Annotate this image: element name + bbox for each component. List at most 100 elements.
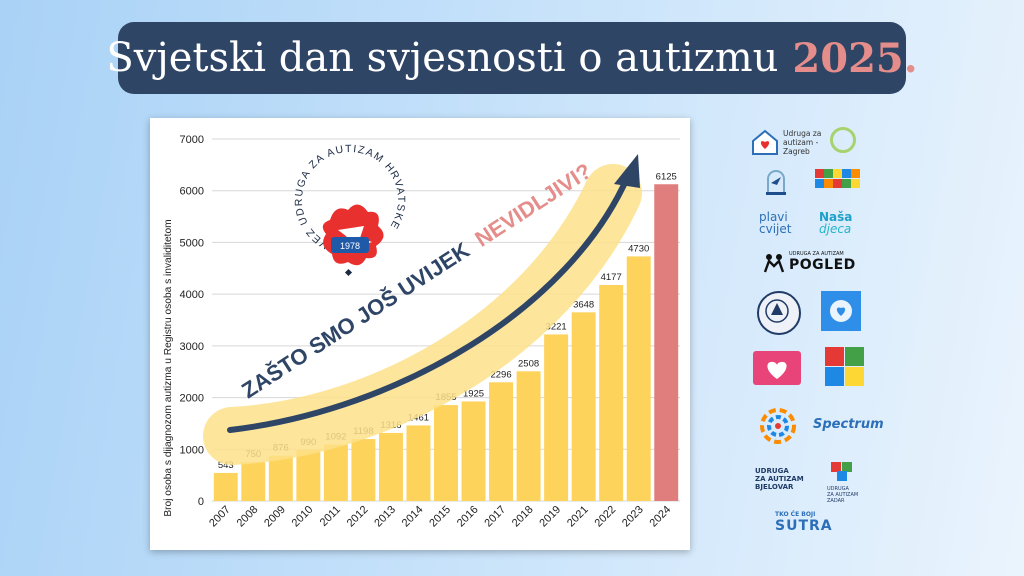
- y-tick-label: 2000: [180, 393, 204, 405]
- bjelovar-line-3: BJELOVAR: [755, 483, 794, 491]
- x-tick-label: 2011: [318, 504, 343, 529]
- bar-2010: [296, 449, 321, 501]
- nasa-djeca-logo: Naša djeca: [819, 211, 852, 235]
- bar-2022: [599, 284, 624, 501]
- zagreb-line-1: Udruga za: [783, 129, 822, 138]
- bjelovar-line-1: UDRUGA: [755, 467, 789, 475]
- bar-2016: [461, 401, 486, 501]
- diamond-icon: [344, 268, 353, 277]
- savez-logo: SAVEZ UDRUGA ZA AUTIZAM HRVATSKE 1978: [293, 143, 406, 277]
- x-tick-label: 2007: [207, 504, 233, 530]
- title-year: 2025.: [792, 34, 918, 82]
- zadar-line-2: ZA AUTIZAM ZADAR: [827, 492, 859, 504]
- arrow-head: [614, 154, 640, 188]
- value-label: 3648: [573, 299, 594, 310]
- spectrum-logo: Spectrum: [813, 417, 884, 432]
- zadar-puzzle-icon: [831, 462, 852, 481]
- value-label: 1925: [463, 388, 484, 399]
- value-label: 4177: [601, 272, 622, 283]
- pogled-small: UDRUGA ZA AUTIZAM: [789, 251, 844, 257]
- djeca-line: djeca: [819, 222, 852, 236]
- x-tick-label: 2017: [482, 504, 508, 530]
- x-tick-label: 2021: [565, 504, 591, 530]
- y-axis-label: Broj osoba s dijagnozom autizma u Regist…: [163, 219, 174, 516]
- bars: [213, 184, 679, 501]
- arrow-line: [227, 173, 631, 433]
- x-tick-label: 2022: [593, 504, 619, 530]
- y-tick-label: 7000: [180, 134, 204, 146]
- x-tick-label: 2023: [620, 504, 646, 530]
- y-axis-ticks: 0 1000 2000 3000 4000 5000 6000 7000: [180, 134, 204, 508]
- bar-2018: [516, 371, 541, 501]
- value-label: 4730: [628, 243, 649, 254]
- udruga-bjelovar-logo: UDRUGA ZA AUTIZAM BJELOVAR: [755, 467, 804, 491]
- plavi-line: plavi: [759, 210, 788, 224]
- pogled-text: POGLED: [789, 257, 856, 273]
- plavi-cvijet-logo: plavi cvijet: [759, 211, 791, 235]
- nasa-line: Naša: [819, 210, 853, 224]
- logo-year: 1978: [340, 241, 360, 251]
- x-axis-ticks: 2007 2008 2009 2010 2011 2012 2013 2014 2015 2016…: [207, 504, 673, 530]
- bar-2019: [544, 334, 569, 501]
- bar-2012: [351, 439, 376, 501]
- x-tick-label: 2019: [537, 504, 563, 530]
- heart-logo: [753, 351, 801, 385]
- partner-logos: Udruga za autizam - Zagreb plavi cvijet …: [735, 115, 905, 555]
- y-tick-label: 4000: [180, 289, 204, 301]
- green-circle-logo: [830, 127, 856, 153]
- cvijet-line: cvijet: [759, 222, 792, 236]
- bar-2008: [241, 462, 266, 501]
- bar-2007: [213, 472, 238, 501]
- value-label: 6125: [656, 171, 677, 182]
- value-label: 3221: [546, 321, 567, 332]
- zagreb-line-2: autizam -: [783, 138, 819, 147]
- x-tick-label: 2008: [235, 504, 261, 530]
- x-tick-label: 2012: [345, 504, 371, 530]
- title-main: Svjetski dan svjesnosti o autizmu: [106, 35, 779, 81]
- tko-top: TKO ĆE BOJI: [775, 511, 816, 518]
- x-tick-label: 2016: [455, 504, 481, 530]
- x-tick-label: 2024: [648, 504, 674, 530]
- value-label: 1461: [408, 412, 429, 423]
- bar-2015: [434, 405, 458, 501]
- y-tick-label: 3000: [180, 341, 204, 353]
- year-badge: [331, 237, 369, 253]
- bar-2023: [626, 256, 651, 501]
- bar-2024: [654, 184, 679, 501]
- sutra-text: SUTRA: [775, 518, 833, 534]
- circle-of-people-logo: [755, 403, 801, 453]
- bar-2009: [268, 455, 293, 501]
- rubik-cubes-logo: [815, 167, 861, 197]
- y-tick-label: 0: [198, 496, 204, 508]
- zagreb-line-3: Zagreb: [783, 147, 810, 156]
- x-tick-label: 2009: [262, 504, 288, 530]
- puzzle-pieces-logo: [823, 345, 867, 393]
- x-tick-label: 2014: [400, 504, 426, 530]
- value-label: 2508: [518, 358, 539, 369]
- x-tick-label: 2010: [290, 504, 316, 530]
- spectrum-text: Spectrum: [813, 417, 884, 432]
- chart-card: 543 750 876 990 1092 1198 1316 1461 1855 1925 2296…: [150, 118, 690, 550]
- people-icon: [763, 254, 785, 273]
- y-tick-label: 5000: [180, 237, 204, 249]
- bar-2013: [378, 432, 403, 501]
- house-heart-icon: [752, 129, 778, 155]
- udruga-zadar-logo: UDRUGA ZA AUTIZAM ZADAR: [827, 460, 871, 504]
- x-tick-label: 2013: [372, 504, 398, 530]
- value-label: 543: [218, 460, 234, 471]
- bjelovar-line-2: ZA AUTIZAM: [755, 475, 804, 483]
- tko-ce-boji-sutra-logo: TKO ĆE BOJI SUTRA: [775, 511, 833, 534]
- bird-dome-logo: [765, 167, 787, 199]
- y-tick-label: 1000: [180, 444, 204, 456]
- zadar-line-1: UDRUGA: [827, 486, 849, 492]
- round-badge-logo: [757, 291, 801, 335]
- page-title: Svjetski dan svjesnosti o autizmu 2025.: [106, 22, 918, 94]
- blue-square-logo: [821, 291, 861, 331]
- x-tick-label: 2018: [510, 504, 536, 530]
- bar-2011: [323, 444, 348, 501]
- x-tick-label: 2015: [427, 504, 453, 530]
- y-tick-label: 6000: [180, 186, 204, 198]
- bar-2014: [406, 425, 431, 501]
- bar-2017: [489, 382, 514, 501]
